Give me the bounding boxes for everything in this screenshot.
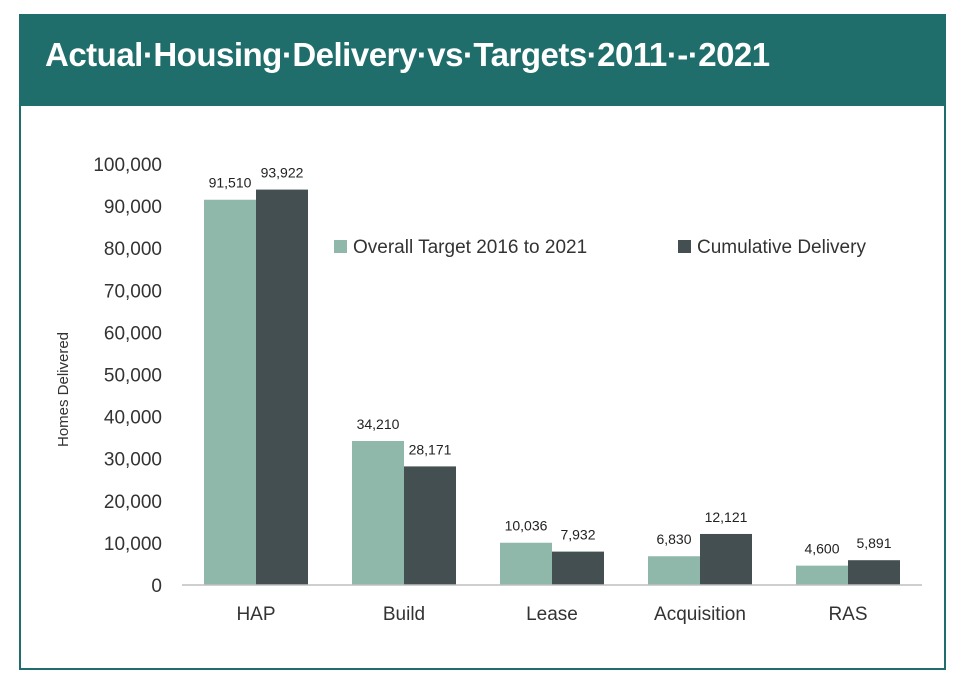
y-tick-label: 20,000 — [104, 492, 162, 513]
y-tick-label: 0 — [151, 576, 162, 597]
data-label: 4,600 — [804, 541, 839, 557]
data-label: 10,036 — [505, 518, 548, 534]
y-tick-label: 80,000 — [104, 239, 162, 260]
data-label: 93,922 — [261, 165, 304, 181]
legend-label-target: Overall Target 2016 to 2021 — [353, 237, 587, 258]
data-label: 28,171 — [409, 441, 452, 457]
y-tick-label: 70,000 — [104, 281, 162, 302]
y-tick-label: 40,000 — [104, 408, 162, 429]
data-label: 12,121 — [705, 509, 748, 525]
y-tick-label: 100,000 — [93, 155, 162, 176]
bar-hap-target — [204, 199, 256, 585]
data-label: 5,891 — [856, 535, 891, 551]
bar-lease-target — [500, 542, 552, 585]
y-axis-label: Homes Delivered — [55, 332, 72, 447]
y-tick-label: 50,000 — [104, 366, 162, 387]
data-label: 6,830 — [656, 531, 691, 547]
y-tick-label: 60,000 — [104, 323, 162, 344]
legend-swatch-target — [334, 240, 347, 253]
bar-build-delivery — [404, 466, 456, 585]
bar-hap-delivery — [256, 189, 308, 585]
x-tick-label: Build — [383, 604, 425, 625]
y-tick-label: 90,000 — [104, 197, 162, 218]
bar-lease-delivery — [552, 551, 604, 585]
bar-acquisition-target — [648, 556, 700, 585]
bar-acquisition-delivery — [700, 533, 752, 585]
x-tick-label: HAP — [236, 604, 275, 625]
data-label: 7,932 — [560, 527, 595, 543]
data-label: 34,210 — [357, 416, 400, 432]
bar-build-target — [352, 440, 404, 585]
chart-title: Actual·Housing·Delivery·vs·Targets·2011·… — [45, 36, 770, 73]
bar-ras-target — [796, 565, 848, 585]
y-tick-label: 10,000 — [104, 534, 162, 555]
x-tick-label: Lease — [526, 604, 578, 625]
title-banner: Actual·Housing·Delivery·vs·Targets·2011·… — [21, 16, 944, 106]
bar-ras-delivery — [848, 560, 900, 585]
data-label: 91,510 — [209, 175, 252, 191]
x-tick-label: RAS — [828, 604, 867, 625]
y-tick-label: 30,000 — [104, 450, 162, 471]
legend-label-delivery: Cumulative Delivery — [697, 237, 866, 258]
chart-frame: Actual·Housing·Delivery·vs·Targets·2011·… — [19, 14, 946, 670]
legend-swatch-delivery — [678, 240, 691, 253]
x-tick-label: Acquisition — [654, 604, 746, 625]
